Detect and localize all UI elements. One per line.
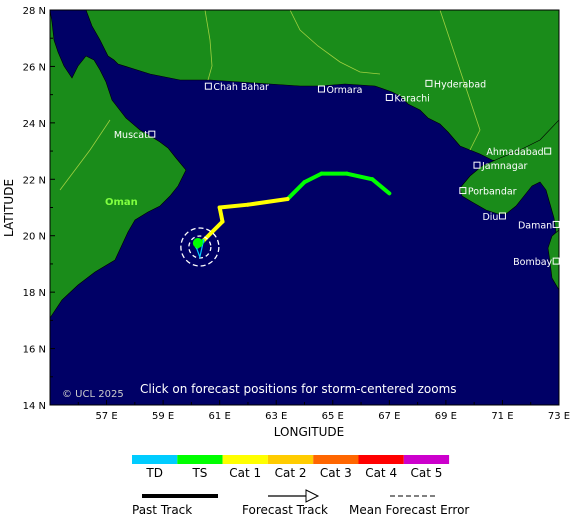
country-border-3 xyxy=(439,10,481,151)
forecast-track-label: Forecast Track xyxy=(242,503,328,517)
axis-ticks: 57 E 59 E 61 E 63 E 65 E 67 E 69 E 71 E 73 E 28 N… xyxy=(23,6,571,422)
lat-tick-label: 14 N xyxy=(23,401,46,412)
instruction-text: Click on forecast positions for storm-ce… xyxy=(140,382,457,396)
forecast-arrow-icon xyxy=(305,489,320,503)
city-label: Diu xyxy=(482,212,498,223)
legend-category-label: Cat 1 xyxy=(229,466,261,480)
country-border-2 xyxy=(289,10,381,75)
track-segment xyxy=(344,171,375,182)
city-label: Chah Bahar xyxy=(213,82,269,93)
lon-tick-label: 57 E xyxy=(95,411,117,422)
legend-category-label: Cat 2 xyxy=(275,466,307,480)
oman-label: Oman xyxy=(105,197,138,208)
mean-error-label: Mean Forecast Error xyxy=(349,503,469,517)
legend-swatch xyxy=(313,455,359,464)
city-label: Daman xyxy=(518,220,552,231)
legend-swatch xyxy=(132,455,178,464)
forecast-error-circle-outer[interactable] xyxy=(180,227,220,267)
city-label: Hyderabad xyxy=(434,79,486,90)
track-segment xyxy=(302,171,324,185)
city-label: Porbandar xyxy=(468,187,517,198)
lat-tick-label: 26 N xyxy=(23,62,46,73)
legend-swatch xyxy=(222,455,268,464)
country-border-4 xyxy=(59,119,111,191)
city-label: Karachi xyxy=(394,93,430,104)
lon-tick-label: 59 E xyxy=(152,411,174,422)
lat-tick-label: 22 N xyxy=(23,175,46,186)
lat-tick-label: 20 N xyxy=(23,232,46,243)
current-position-marker[interactable] xyxy=(192,238,203,248)
legend-swatch xyxy=(403,455,450,464)
legend-category-label: Cat 4 xyxy=(365,466,397,480)
city-label: Bombay xyxy=(513,257,552,268)
city-marker-icon xyxy=(148,130,156,138)
lon-tick-label: 65 E xyxy=(322,411,344,422)
legend-swatch xyxy=(177,455,223,464)
city-label: Muscat xyxy=(114,130,148,141)
lat-tick-label: 28 N xyxy=(23,6,46,17)
legend-swatch xyxy=(358,455,404,464)
past-track-label: Past Track xyxy=(132,503,192,517)
lat-tick-label: 24 N xyxy=(23,119,46,130)
lon-tick-label: 69 E xyxy=(435,411,457,422)
land-india xyxy=(459,119,559,247)
legend-category-label: TS xyxy=(191,466,207,480)
track-segment xyxy=(370,177,392,196)
lon-tick-label: 71 E xyxy=(491,411,513,422)
city-label: Ormara xyxy=(326,85,362,96)
storm-track[interactable] xyxy=(180,171,392,267)
land-arabia xyxy=(50,10,187,319)
copyright-text: © UCL 2025 xyxy=(62,389,124,400)
city-marker-icon xyxy=(552,220,560,228)
category-legend: TD TS Cat 1 Cat 2 Cat 3 Cat 4 Cat 5 xyxy=(132,455,450,480)
track-segment xyxy=(285,180,307,202)
track-segment xyxy=(245,197,290,207)
track-segment xyxy=(217,205,225,224)
city-marker-icon xyxy=(544,147,552,155)
city-marker-icon xyxy=(498,212,506,220)
city-label: Jamnagar xyxy=(481,161,528,172)
lon-tick-label: 61 E xyxy=(209,411,231,422)
track-type-legend: Past Track Forecast Track Mean Forecast … xyxy=(132,489,469,517)
legend-category-label: Cat 3 xyxy=(320,466,352,480)
lat-tick-label: 16 N xyxy=(23,345,46,356)
city-marker-icon xyxy=(317,85,325,93)
country-border xyxy=(204,10,213,81)
legend-category-label: Cat 5 xyxy=(411,466,443,480)
lon-tick-label: 67 E xyxy=(378,411,400,422)
city-marker-icon xyxy=(473,161,481,169)
land-group xyxy=(50,10,559,319)
lon-tick-label: 63 E xyxy=(265,411,287,422)
city-label: Ahmadabad xyxy=(486,147,543,158)
city-marker-icon xyxy=(425,79,433,87)
city-marker-icon xyxy=(385,93,393,101)
x-axis-title: LONGITUDE xyxy=(274,425,344,439)
track-segment xyxy=(217,202,250,210)
legend-category-label: TD xyxy=(145,466,163,480)
city-markers: Chah Bahar Ormara Karachi Hyderabad Muscat Ah… xyxy=(114,79,560,268)
city-marker-icon xyxy=(552,257,560,265)
lon-tick-label: 73 E xyxy=(548,411,570,422)
legend-swatch xyxy=(267,455,314,464)
y-axis-title: LATITUDE xyxy=(2,179,16,237)
city-marker-icon xyxy=(204,82,212,90)
city-marker-icon xyxy=(459,187,467,195)
lat-tick-label: 18 N xyxy=(23,288,46,299)
